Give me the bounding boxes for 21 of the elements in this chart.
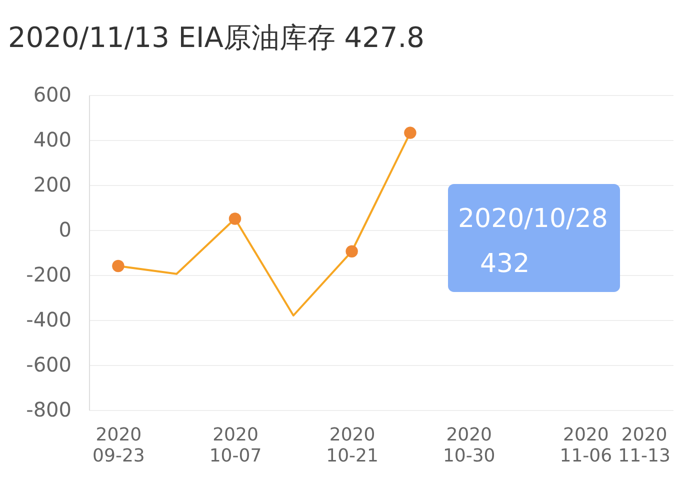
- point: [404, 126, 416, 139]
- point: [112, 260, 124, 272]
- y-tick-label: 400: [33, 128, 72, 152]
- y-tick-label: 600: [33, 82, 72, 106]
- y-tick-label: 0: [58, 218, 72, 242]
- x-tick-label: 2020 10-21: [326, 424, 378, 466]
- x-tick-label: 2020 10-30: [442, 424, 496, 466]
- y-tick-label: -400: [26, 308, 72, 332]
- y-tick-label: 200: [33, 172, 72, 196]
- x-tick-label: 2020 10-07: [209, 424, 262, 466]
- y-tick-label: -600: [26, 352, 72, 376]
- point: [346, 245, 358, 258]
- x-tick-label: 2020 11-13: [618, 424, 670, 466]
- point: [228, 212, 242, 225]
- x-tick-label: 2020 11-06: [560, 424, 612, 466]
- annotation: 432: [480, 249, 530, 279]
- y-tick-label: -200: [26, 262, 72, 286]
- x-tick-label: 2020 09-23: [92, 424, 145, 466]
- annotation: 2020/10/28: [458, 204, 608, 234]
- chart-title: 2020/11/13 EIA原油库存 427.8: [8, 21, 424, 54]
- y-tick-label: -800: [26, 398, 72, 422]
